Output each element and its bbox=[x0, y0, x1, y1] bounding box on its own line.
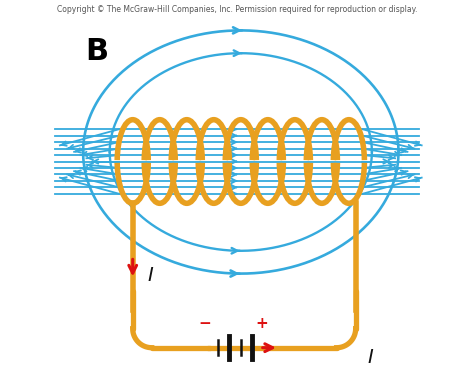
Text: B: B bbox=[85, 37, 108, 66]
Text: I: I bbox=[147, 266, 153, 285]
Text: +: + bbox=[255, 316, 268, 331]
Text: I: I bbox=[367, 348, 373, 367]
Text: −: − bbox=[198, 316, 211, 331]
Text: Copyright © The McGraw-Hill Companies, Inc. Permission required for reproduction: Copyright © The McGraw-Hill Companies, I… bbox=[57, 5, 417, 14]
